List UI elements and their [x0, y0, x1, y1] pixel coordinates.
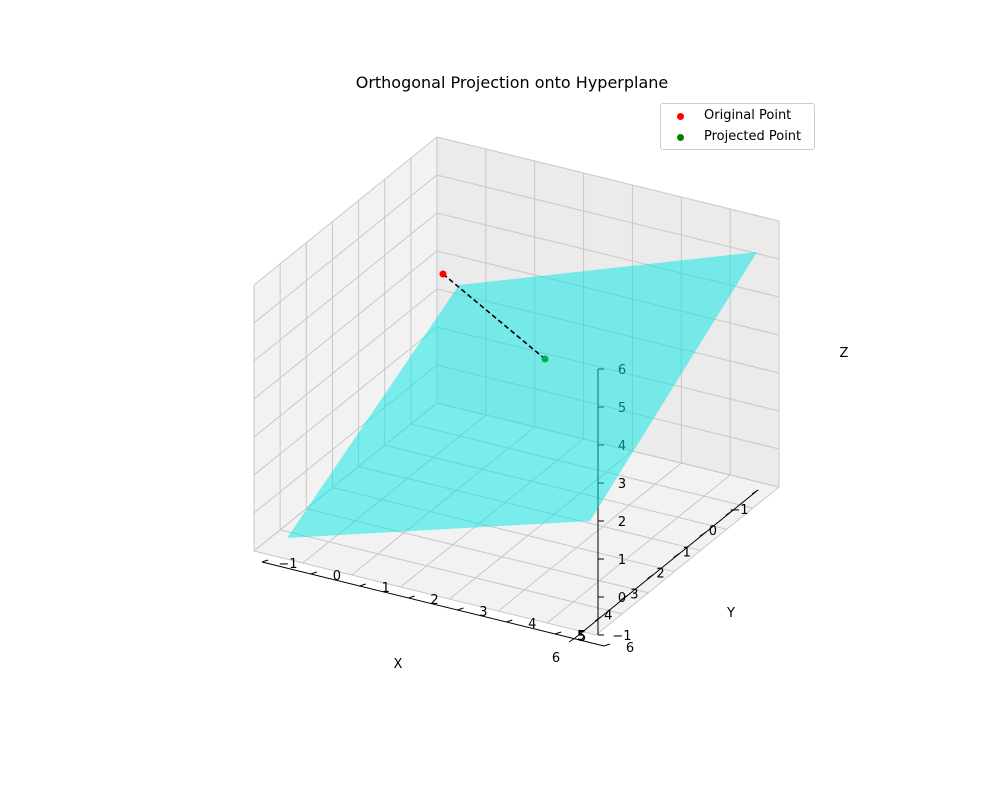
chart-title: Orthogonal Projection onto Hyperplane	[356, 73, 669, 92]
projected-point	[541, 355, 549, 363]
y-tick-label: 2	[430, 593, 438, 608]
grid-line-z	[253, 174, 780, 324]
x-tick-label: 5	[578, 630, 586, 645]
y-tick	[554, 631, 562, 635]
y-tick	[603, 643, 611, 647]
x-tick-label: 3	[630, 588, 638, 603]
y-tick	[310, 571, 318, 575]
legend-marker-projected	[677, 134, 684, 141]
hyperplane-surface	[287, 252, 757, 538]
legend: Original Point Projected Point	[660, 103, 815, 150]
z-axis-label: Z	[840, 346, 849, 361]
grid-line-z	[253, 136, 780, 286]
x-tick	[751, 489, 759, 495]
y-tick-label: −1	[278, 557, 297, 572]
x-tick-label: −1	[729, 503, 748, 518]
xz-pane	[254, 137, 437, 551]
y-tick	[457, 607, 464, 611]
z-tick-label: 1	[618, 553, 626, 568]
original-point	[439, 270, 447, 278]
projection-line	[442, 273, 546, 360]
y-tick-label: 1	[382, 581, 390, 596]
x-tick	[568, 637, 576, 643]
x-tick	[673, 553, 680, 558]
x-axis-line	[574, 489, 759, 639]
x-tick	[647, 574, 654, 579]
x-tick	[621, 595, 628, 601]
data-marks	[439, 270, 549, 363]
y-tick	[506, 619, 513, 623]
y-axis-label: Y	[726, 606, 735, 621]
x-tick-label: 1	[683, 545, 691, 560]
y-tick-label: 5	[577, 629, 585, 644]
legend-label-projected: Projected Point	[704, 129, 802, 144]
y-tick-label: 3	[479, 605, 487, 620]
x-tick	[594, 616, 602, 622]
z-tick-label: 3	[618, 477, 626, 492]
y-tick	[359, 583, 366, 587]
y-tick-label: 4	[528, 617, 536, 632]
legend-label-original: Original Point	[704, 108, 792, 123]
z-tick-label: −1	[612, 629, 631, 644]
y-tick-label: 0	[333, 569, 341, 584]
z-tick-label: 0	[618, 591, 626, 606]
x-tick-label: 0	[709, 524, 717, 539]
y-axis-line	[261, 561, 605, 647]
y-tick-label: 6	[626, 641, 634, 656]
y-tick	[408, 595, 415, 599]
x-tick-label: 2	[656, 566, 664, 581]
x-axis-label: X	[394, 657, 403, 672]
hyperplane-layer	[287, 252, 757, 538]
x-tick-label: 4	[604, 609, 612, 624]
x-tick	[699, 531, 706, 537]
y-tick	[261, 559, 269, 563]
x-tick-label: 6	[552, 651, 560, 666]
z-tick-label: 2	[618, 515, 626, 530]
x-tick	[725, 510, 733, 516]
legend-marker-original	[677, 113, 684, 120]
